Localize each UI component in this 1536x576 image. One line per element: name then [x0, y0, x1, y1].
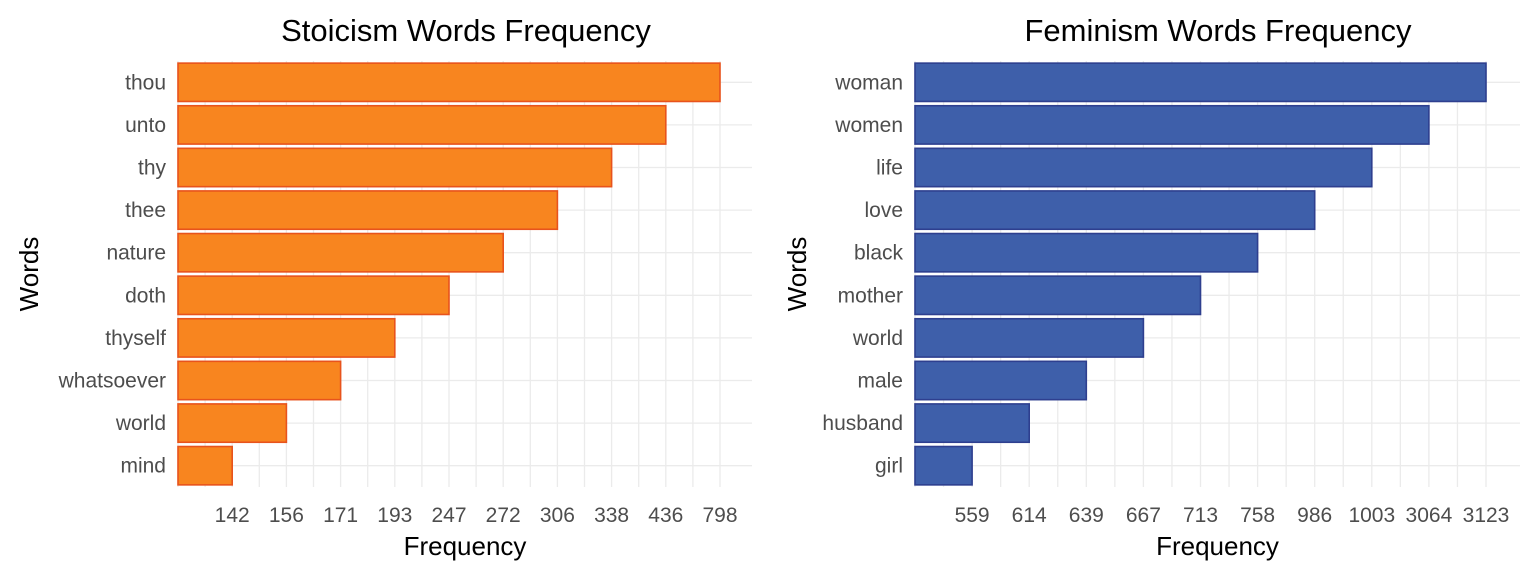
- x-tick-label: 758: [1240, 504, 1275, 527]
- bars: [914, 62, 1487, 486]
- y-tick-label: nature: [106, 242, 166, 265]
- y-tick-label: mother: [838, 284, 903, 307]
- bar-women: [914, 104, 1430, 145]
- x-tick-label: 436: [648, 504, 683, 527]
- y-tick-label: love: [864, 199, 903, 222]
- chart-title: Feminism Words Frequency: [1024, 13, 1412, 48]
- x-tick-label: 986: [1297, 504, 1332, 527]
- bar-nature: [177, 232, 505, 273]
- x-axis-title: Frequency: [404, 531, 527, 561]
- bar-thy: [177, 147, 613, 188]
- x-tick-label: 1003: [1348, 504, 1395, 527]
- bar-thyself: [177, 317, 396, 358]
- feminism-chart: woman women life love black mother world male hu…: [782, 13, 1520, 561]
- chart-title: Stoicism Words Frequency: [281, 13, 651, 48]
- x-tick-label: 272: [486, 504, 521, 527]
- stoicism-chart: thou unto thy thee nature doth thyself whatsoev…: [14, 13, 752, 561]
- x-tick-label: 171: [323, 504, 358, 527]
- x-tick-label: 193: [377, 504, 412, 527]
- x-tick-label: 798: [702, 504, 737, 527]
- x-tick-label: 3064: [1406, 504, 1453, 527]
- y-tick-label: thyself: [105, 327, 166, 350]
- x-tick-label: 614: [1012, 504, 1047, 527]
- y-tick-label: thou: [125, 71, 166, 94]
- x-tick-label: 639: [1069, 504, 1104, 527]
- x-tick-label: 247: [431, 504, 466, 527]
- bar-life: [914, 147, 1373, 188]
- bar-black: [914, 232, 1259, 273]
- x-tick-label: 142: [215, 504, 250, 527]
- bar-whatsoever: [177, 360, 342, 401]
- bar-husband: [914, 403, 1030, 444]
- x-tick-label: 667: [1126, 504, 1161, 527]
- x-tick-label: 713: [1183, 504, 1218, 527]
- bar-male: [914, 360, 1088, 401]
- bar-world: [177, 403, 288, 444]
- bar-doth: [177, 275, 450, 316]
- y-tick-label: thy: [138, 157, 167, 180]
- x-tick-label: 559: [955, 504, 990, 527]
- y-tick-label: girl: [875, 455, 903, 478]
- y-tick-label: husband: [822, 412, 903, 435]
- x-tick-label: 306: [540, 504, 575, 527]
- y-tick-label: unto: [125, 114, 166, 137]
- bar-mind: [177, 445, 234, 486]
- y-tick-label: doth: [125, 284, 166, 307]
- y-tick-label: life: [876, 157, 903, 180]
- y-tick-label: male: [857, 370, 903, 393]
- x-tick-label: 338: [594, 504, 629, 527]
- bar-woman: [914, 62, 1487, 103]
- bar-thee: [177, 190, 559, 231]
- y-tick-label: thee: [125, 199, 166, 222]
- y-tick-label: women: [834, 114, 903, 137]
- x-axis-title: Frequency: [1156, 531, 1279, 561]
- bar-girl: [914, 445, 973, 486]
- bar-thou: [177, 62, 721, 103]
- y-tick-label: mind: [120, 455, 166, 478]
- y-tick-label: world: [852, 327, 903, 350]
- x-tick-label: 3123: [1463, 504, 1510, 527]
- y-axis-title: Words: [782, 237, 812, 312]
- y-axis-title: Words: [14, 237, 44, 312]
- y-tick-label: black: [854, 242, 904, 265]
- bars: [177, 62, 721, 486]
- y-tick-label: woman: [834, 71, 903, 94]
- y-tick-label: whatsoever: [58, 370, 166, 393]
- bar-world: [914, 317, 1145, 358]
- y-tick-label: world: [115, 412, 166, 435]
- x-tick-label: 156: [269, 504, 304, 527]
- bar-mother: [914, 275, 1202, 316]
- bar-unto: [177, 104, 667, 145]
- bar-love: [914, 190, 1316, 231]
